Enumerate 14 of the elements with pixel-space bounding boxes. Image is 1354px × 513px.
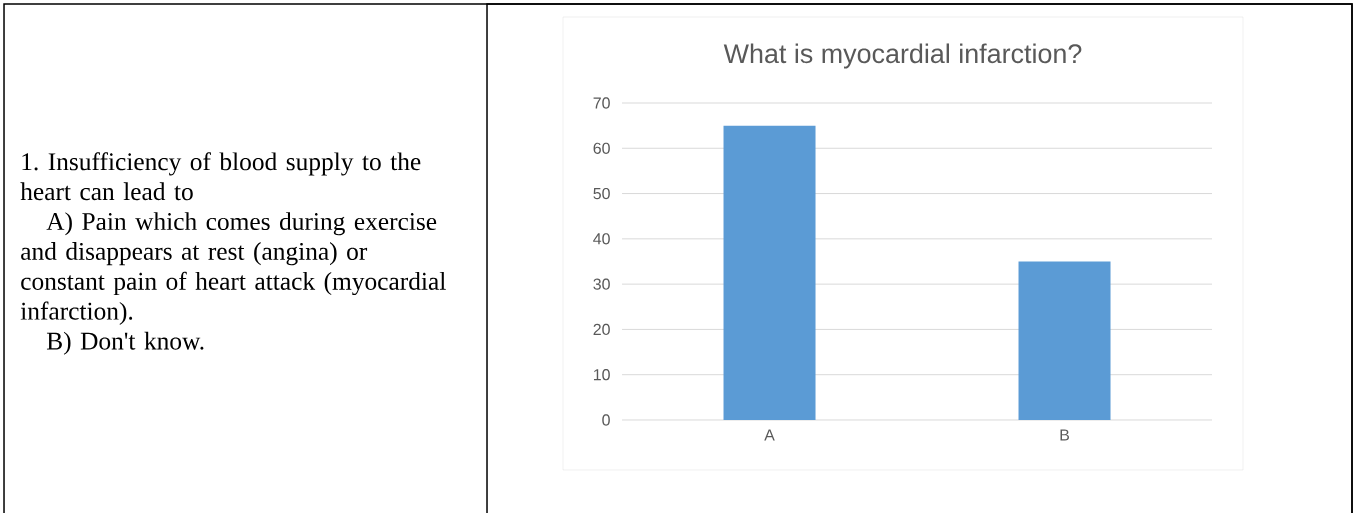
text: 1. Insufficiency of blood supply to the heart can lead to	[20, 152, 421, 201]
chart-title: What is myocardial infarction?	[723, 43, 1082, 69]
y-tick-label: 50	[593, 187, 610, 200]
y-tick-label: 30	[593, 278, 610, 290]
x-tick-label: B	[1060, 429, 1069, 441]
y-tick-label: 70	[593, 97, 610, 109]
y-tick-label: 20	[593, 323, 610, 336]
text: B) Don't know.	[46, 331, 204, 355]
y-tick-label: 10	[593, 369, 610, 381]
text: A) Pain which comes during exercise and disappears at rest (angina) or constant pain of heart attack (myocardial infarction).	[20, 212, 446, 325]
x-tick-label: A	[764, 429, 775, 441]
y-tick-label: 40	[593, 233, 610, 245]
y-tick-label: 60	[593, 142, 610, 154]
y-tick-label: 0	[602, 414, 610, 426]
